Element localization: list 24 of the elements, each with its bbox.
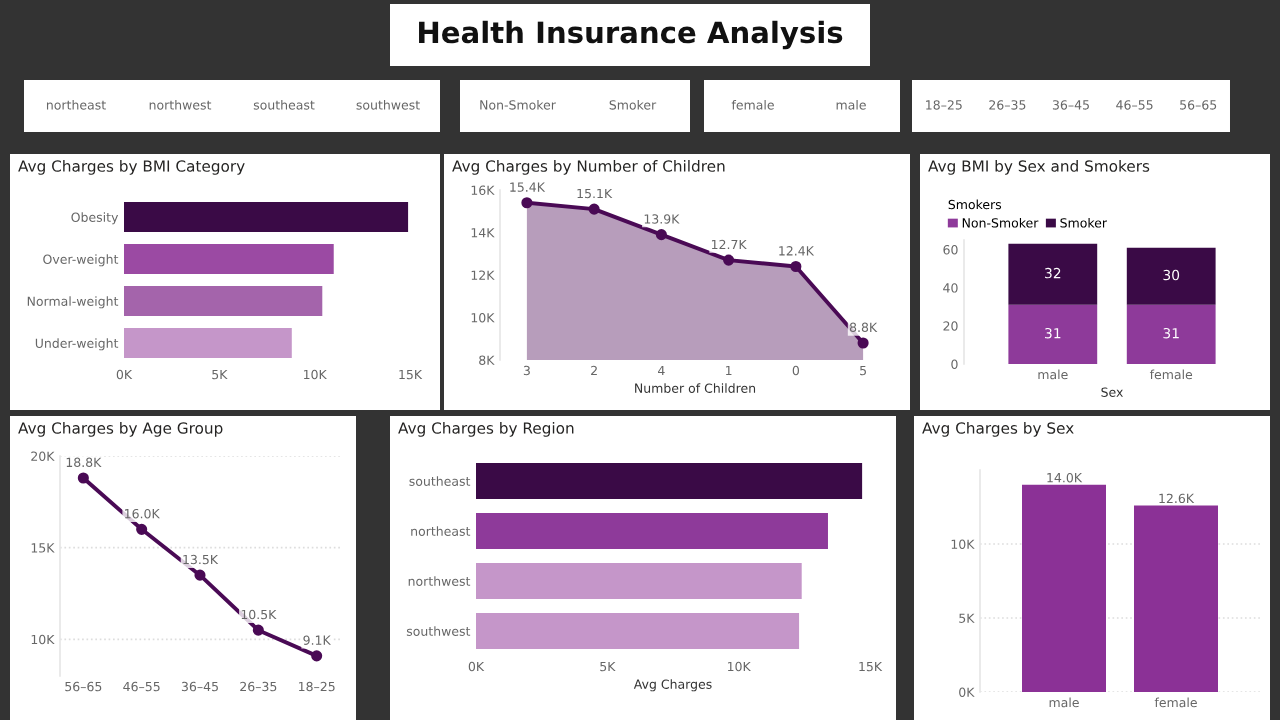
text: Health Insurance Analysis (419, 20, 843, 50)
point (136, 523, 148, 535)
point (194, 569, 206, 581)
bar (476, 563, 802, 599)
bar (124, 285, 323, 317)
bar (124, 243, 334, 275)
point (252, 624, 264, 636)
point (521, 197, 533, 209)
point (857, 337, 869, 349)
bar (1126, 247, 1216, 305)
bar (476, 513, 828, 549)
point (588, 203, 600, 215)
bar (476, 463, 863, 499)
point (311, 650, 323, 662)
point (655, 229, 667, 241)
point (77, 472, 89, 484)
bar (1008, 243, 1098, 305)
bar (1126, 304, 1216, 364)
bar (1008, 304, 1098, 364)
bar (124, 201, 409, 233)
point (790, 260, 802, 273)
bar (476, 613, 800, 649)
point (723, 254, 735, 266)
bar (124, 327, 292, 359)
